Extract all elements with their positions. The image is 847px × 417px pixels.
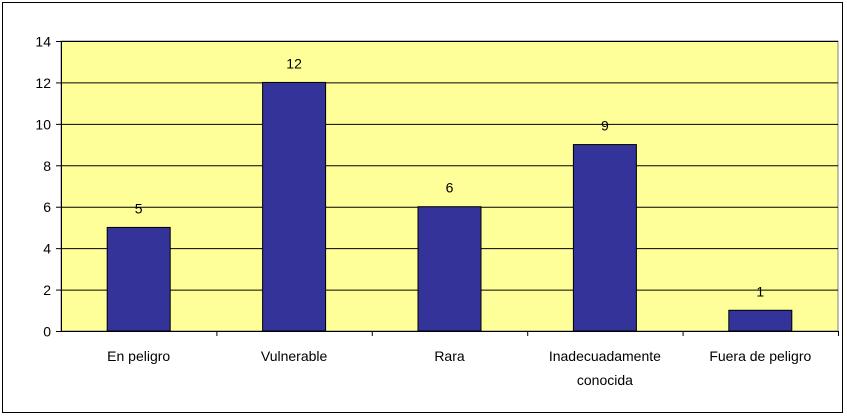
chart-frame: 0 2 4 6 8 10 12 14 5 En peligro 12 Vulnerable 6 Rara 9… [2,2,843,413]
bar-chart: 0 2 4 6 8 10 12 14 5 En peligro 12 Vulnerable 6 Rara 9… [35,34,839,388]
data-label: 12 [286,55,302,71]
x-category-label: En peligro [107,348,170,364]
x-category-label: Fuera de peligro [709,348,811,364]
y-tick-label: 6 [43,199,51,215]
y-tick-label: 4 [43,241,51,257]
bar [106,226,171,332]
bar [262,81,327,332]
data-label: 1 [756,283,764,299]
data-label: 5 [135,200,143,216]
bar [728,309,793,332]
y-tick-label: 8 [43,158,51,174]
x-category-label: Rara [434,348,465,364]
y-tick-label: 14 [35,34,51,50]
data-label: 9 [601,118,609,134]
x-category-label: conocida [577,372,633,388]
data-label: 6 [446,180,454,196]
x-category-label: Vulnerable [261,348,328,364]
bar [417,206,482,332]
y-tick-label: 10 [35,116,51,132]
x-category-label: Inadecuadamente [549,348,661,364]
y-tick-label: 12 [35,75,51,91]
bar [572,144,637,332]
y-tick-label: 0 [43,324,51,340]
y-tick-label: 2 [43,282,51,298]
